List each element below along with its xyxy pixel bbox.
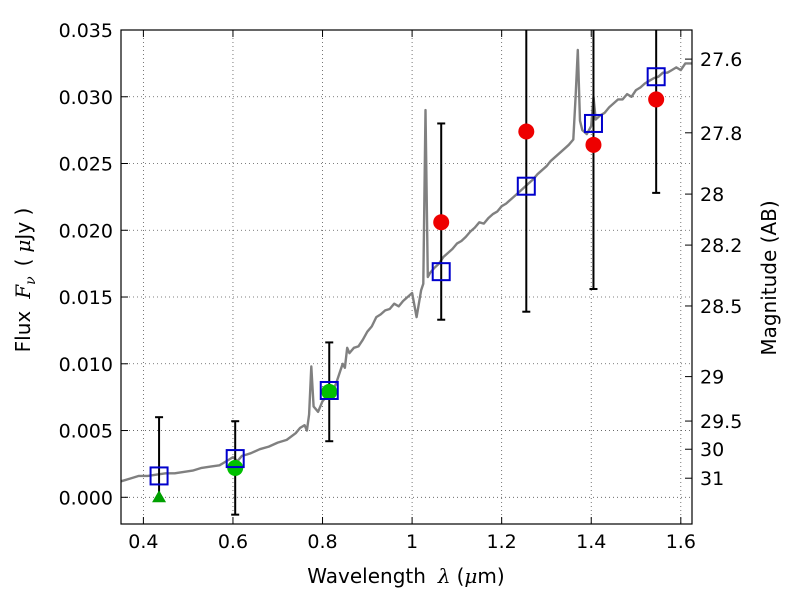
x-axis-title: Wavelength λ (μm) [307, 564, 504, 588]
y2-tick-label: 29.5 [700, 411, 742, 433]
y2-tick-label: 27.6 [700, 49, 742, 71]
errorbar-layer [155, 30, 661, 516]
data-point-square [149, 466, 169, 486]
data-point-circle [518, 123, 535, 140]
x-axis-symbol: λ [437, 564, 451, 588]
y-tick-label: 0.025 [59, 154, 113, 176]
spectrum-layer [121, 48, 692, 483]
data-point-circle [321, 383, 338, 400]
y-tick-label: 0.030 [59, 87, 113, 109]
y2-tick-label: 28.5 [700, 296, 742, 318]
x-axis-unit-rest: m) [477, 564, 504, 588]
y-tick-label: 0.010 [59, 354, 113, 376]
x-tick-label: 0.6 [218, 531, 248, 553]
spectrum-line [121, 48, 692, 483]
x-axis-title-text: Wavelength [307, 564, 426, 588]
data-point-square [516, 176, 536, 196]
x-axis-unit-mu: μ [464, 564, 477, 588]
marker-layer [149, 67, 666, 503]
y-axis-unit-mu: μ [11, 240, 35, 253]
data-point-square [319, 380, 339, 400]
data-point-square [646, 67, 666, 87]
y-axis-title: Flux Fν ( μJy ) [11, 208, 39, 353]
y-axis-subscript: ν [23, 276, 39, 285]
tick-layer: 0.4 0.6 0.8 1 1.2 1.4 1.6 0.000 0.005 0.010 0.015 0… [59, 20, 743, 553]
data-point-triangle [152, 490, 167, 503]
data-point-square [431, 262, 451, 282]
y2-tick-label: 27.8 [700, 123, 742, 145]
plot-frame [120, 29, 693, 525]
y2-axis-title: Magnitude (AB) [757, 200, 781, 355]
y-axis-title-text: Flux [11, 311, 35, 353]
y-axis-symbol: F [11, 284, 35, 300]
x-tick-label: 1.6 [666, 531, 696, 553]
data-point-square [583, 113, 603, 133]
y-tick-label: 0.015 [59, 287, 113, 309]
y-tick-label: 0.005 [59, 421, 113, 443]
data-point-circle [433, 214, 450, 231]
y2-tick-label: 28.2 [700, 235, 742, 257]
x-tick-label: 0.4 [128, 531, 158, 553]
y-tick-label: 0.000 [59, 487, 113, 509]
grid-lines [121, 29, 692, 524]
y2-tick-label: 29 [700, 367, 724, 389]
x-tick-label: 1.2 [487, 531, 517, 553]
y2-tick-label: 30 [700, 439, 724, 461]
x-tick-label: 1.4 [576, 531, 606, 553]
x-axis-unit-open: ( [457, 564, 465, 588]
y-tick-label: 0.020 [59, 220, 113, 242]
y-tick-label: 0.035 [59, 20, 113, 42]
y2-tick-label: 28 [700, 184, 724, 206]
x-tick-label: 0.8 [307, 531, 337, 553]
y-axis-unit-open: ( [11, 259, 35, 267]
data-point-circle [648, 91, 665, 108]
y-axis-unit-rest: Jy ) [11, 208, 35, 242]
data-point-square [225, 449, 245, 469]
data-point-circle [585, 136, 602, 153]
y2-tick-label: 31 [700, 468, 724, 490]
x-tick-label: 1 [406, 531, 418, 553]
